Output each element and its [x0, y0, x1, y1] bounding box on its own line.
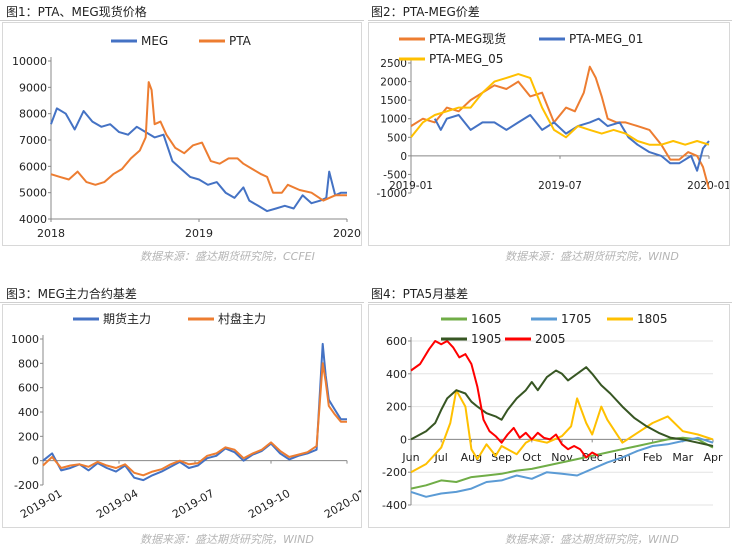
series-line-1905: [410, 366, 714, 447]
chart-4: -400 -200 0 200 400 600 Jun Jul Aug Sep Oct Nov Dec J…: [368, 304, 730, 528]
series-line-PTA: [50, 81, 347, 202]
y-tick-label: 0: [32, 455, 39, 468]
y-tick-label: -1000: [376, 188, 407, 200]
series-line-村盘主力: [42, 362, 347, 477]
series-line-1605: [410, 436, 714, 490]
y-tick-label: 200: [18, 430, 39, 443]
series-line-PTA-MEG_05: [410, 73, 710, 146]
x-tick-label: 2018: [37, 227, 65, 240]
x-tick-label: Jul: [434, 451, 448, 464]
x-tick-label: 2019: [185, 227, 213, 240]
x-tick-label: Jun: [401, 451, 419, 464]
x-tick-label: 2019-10: [246, 487, 292, 521]
legend-label: 期货主力: [103, 311, 151, 326]
x-tick-label: 2019-07: [538, 180, 582, 192]
x-tick-label: Feb: [643, 451, 662, 464]
y-tick-label: 8000: [19, 108, 47, 121]
y-tick-label: 0: [400, 151, 407, 163]
y-tick-label: 200: [386, 401, 407, 414]
y-tick-label: 400: [18, 406, 39, 419]
y-tick-label: 400: [386, 368, 407, 381]
panel-4-divider: [368, 302, 732, 303]
x-tick-label: Oct: [522, 451, 542, 464]
y-tick-label: 6000: [19, 160, 47, 173]
series-line-2005: [410, 340, 599, 459]
y-tick-label: -500: [383, 169, 407, 181]
y-tick-label: 7000: [19, 134, 47, 147]
x-tick-label: 2020-01: [322, 487, 361, 521]
legend-label: 1805: [637, 312, 668, 326]
x-tick-label: 2019-04: [94, 487, 140, 521]
series-line-1805: [410, 389, 714, 474]
x-tick-label: Apr: [703, 451, 723, 464]
x-tick-label: Mar: [672, 451, 693, 464]
y-tick-label: 800: [18, 357, 39, 370]
panel-1-title: 图1：PTA、MEG现货价格: [6, 5, 147, 19]
legend-label: 村盘主力: [218, 311, 266, 326]
legend-label: PTA-MEG_05: [429, 52, 503, 66]
legend-label: PTA-MEG_01: [569, 32, 643, 46]
panel-2-divider: [368, 20, 732, 21]
y-tick-label: -200: [382, 466, 407, 479]
panel-1-source: 数据来源：盛达期货研究院，CCFEI: [140, 250, 315, 263]
panel-3-title: 图3：MEG主力合约基差: [6, 287, 137, 301]
y-tick-label: 5000: [19, 187, 47, 200]
panel-3-divider: [0, 302, 364, 303]
y-tick-label: -400: [382, 499, 407, 512]
y-tick-label: 10000: [12, 55, 47, 68]
chart-3: -200 0 200 400 600 800 1000 2019-01 2019-04 2019-…: [2, 304, 368, 528]
x-tick-label: 2019-07: [170, 487, 216, 521]
series-line-期货主力: [42, 342, 347, 482]
y-tick-label: 0: [400, 433, 407, 446]
y-tick-label: 1000: [380, 114, 407, 126]
y-tick-label: 9000: [19, 81, 47, 94]
y-tick-label: 1000: [11, 333, 39, 346]
chart-1-svg: 4000 5000 6000 7000 8000 9000 10000 2018 2019 202…: [12, 34, 361, 240]
series-line-1705: [410, 436, 714, 498]
panel-4-title: 图4：PTA5月基差: [371, 287, 469, 301]
x-tick-label: 2019-01: [389, 180, 433, 192]
y-tick-label: -200: [14, 479, 39, 492]
y-tick-label: 2000: [380, 77, 407, 89]
y-tick-label: 600: [18, 382, 39, 395]
legend-label: PTA-MEG现货: [429, 31, 506, 46]
series-line-PTA-MEG现货: [410, 65, 710, 190]
y-tick-label: 1500: [380, 95, 407, 107]
y-tick-label: 500: [387, 132, 407, 144]
y-tick-label: 4000: [19, 213, 47, 226]
series-line-MEG: [50, 107, 347, 213]
panel-4-source: 数据来源：盛达期货研究院，WIND: [505, 533, 679, 546]
panel-1-divider: [0, 20, 364, 21]
legend-label: MEG: [141, 34, 168, 48]
legend-label: 1705: [561, 312, 592, 326]
chart-2-svg: -1000 -500 0 500 1000 1500 2000 2500 2019-01 2019…: [376, 31, 730, 200]
series-line-PTA-MEG_01: [433, 114, 710, 172]
x-tick-label: 2020: [333, 227, 361, 240]
chart-1: 4000 5000 6000 7000 8000 9000 10000 2018 2019 202…: [2, 22, 362, 246]
y-tick-label: 600: [386, 335, 407, 348]
panel-2-source: 数据来源：盛达期货研究院，WIND: [505, 250, 679, 263]
legend-label: 1905: [471, 332, 502, 346]
y-tick-label: 2500: [380, 58, 407, 70]
legend-label: 2005: [535, 332, 566, 346]
legend-label: PTA: [229, 34, 252, 48]
legend-label: 1605: [471, 312, 502, 326]
panel-3-source: 数据来源：盛达期货研究院，WIND: [140, 533, 314, 546]
panel-2-title: 图2：PTA-MEG价差: [371, 5, 480, 19]
x-tick-label: Aug: [461, 451, 482, 464]
chart-2: -1000 -500 0 500 1000 1500 2000 2500 2019-01 2019…: [368, 22, 731, 246]
